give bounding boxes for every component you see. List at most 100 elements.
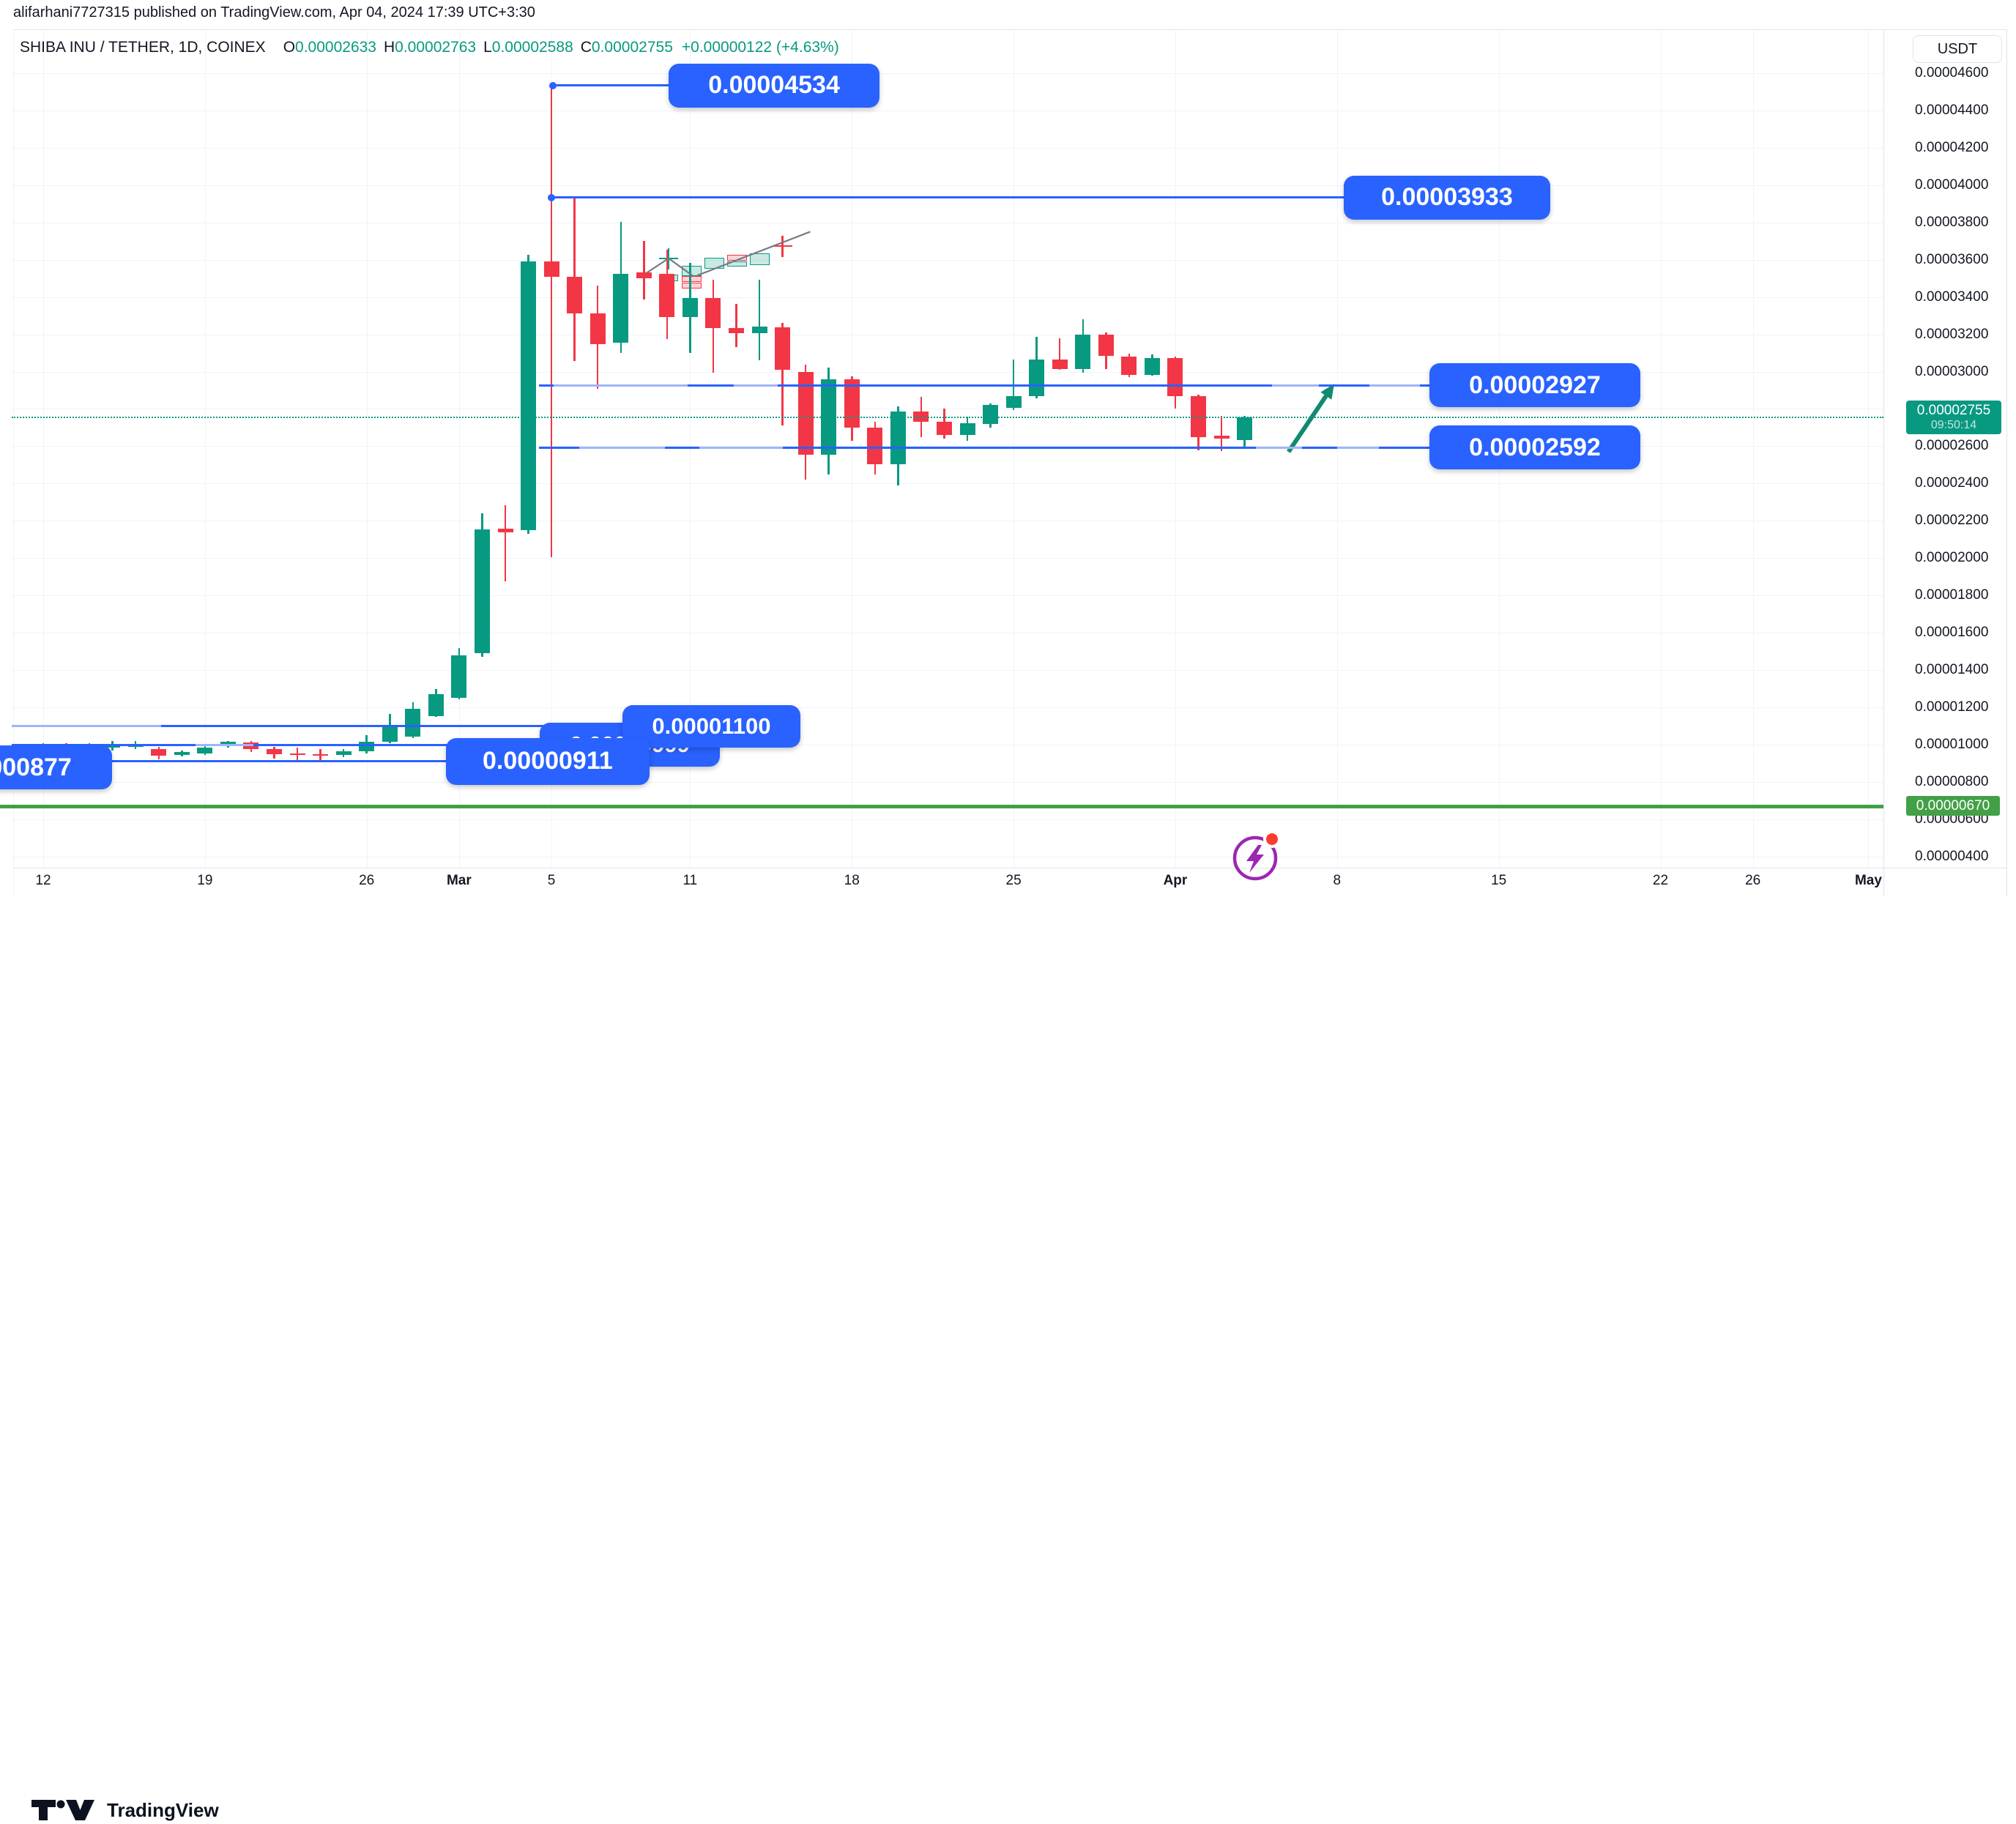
- price-axis-label: 0.00003400: [1915, 289, 1989, 305]
- chart-plot-area[interactable]: 0.00004534 0.00003933 0.00002927 0.00002592…: [0, 0, 2016, 931]
- price-axis-label: 0.00004600: [1915, 64, 1989, 81]
- price-axis-label: 0.00003600: [1915, 251, 1989, 267]
- candle-body: [659, 274, 675, 318]
- candle-wick: [296, 747, 299, 763]
- candle-body: [1121, 357, 1137, 375]
- price-line-light-segment: [1336, 446, 1379, 449]
- price-line[interactable]: [12, 760, 446, 763]
- footer-bar: TradingView: [0, 896, 2016, 1821]
- price-callout[interactable]: 0.00000911: [445, 737, 650, 785]
- price-axis-label: 0.00002600: [1915, 438, 1989, 454]
- symbol-title: SHIBA INU / TETHER, 1D, COINEX: [20, 39, 266, 56]
- price-callout[interactable]: 0.00002592: [1429, 425, 1640, 470]
- tradingview-wordmark[interactable]: TradingView: [107, 1799, 219, 1821]
- ohlc-open: O0.00002633: [283, 39, 376, 56]
- price-line[interactable]: [551, 196, 1344, 199]
- price-line[interactable]: [12, 725, 622, 728]
- price-axis-label: 0.00001000: [1915, 737, 1989, 753]
- candle-body: [451, 655, 467, 698]
- support-line-green[interactable]: [0, 804, 1883, 808]
- attribution-bar: alifarhani7727315 published on TradingVi…: [0, 0, 2016, 24]
- candle-body: [705, 297, 721, 329]
- candle-body: [913, 411, 929, 423]
- candle-body: [1075, 334, 1091, 369]
- time-axis-label: May: [1854, 873, 1882, 888]
- price-axis[interactable]: USDT 0.00002755 09:50:14 0.00000670 0.00…: [1884, 29, 2016, 868]
- h-gridline: [12, 595, 1883, 597]
- h-gridline: [12, 185, 1883, 186]
- candle-body: [1167, 358, 1183, 396]
- candle-body: [313, 753, 329, 756]
- candle-body: [1237, 417, 1253, 441]
- candle-body: [589, 313, 606, 345]
- candle-body: [497, 528, 513, 532]
- price-line-light-segment: [554, 384, 688, 387]
- candle-body: [636, 272, 652, 278]
- v-gridline: [366, 29, 368, 868]
- price-callout[interactable]: 0.00002927: [1429, 363, 1640, 408]
- time-axis-label: 18: [844, 873, 860, 888]
- tradingview-logo-icon[interactable]: [31, 1800, 94, 1820]
- candle-body: [936, 422, 952, 435]
- candle-body: [105, 745, 121, 748]
- currency-toggle-button[interactable]: USDT: [1913, 35, 2002, 63]
- time-axis-label: 15: [1491, 873, 1507, 888]
- price-axis-label: 0.00004200: [1915, 139, 1989, 155]
- price-line-anchor-dot[interactable]: [548, 81, 557, 89]
- price-line[interactable]: [12, 743, 540, 746]
- price-line[interactable]: [552, 84, 669, 87]
- candle-wick: [758, 279, 761, 361]
- time-axis-label: Apr: [1163, 873, 1188, 888]
- v-gridline: [43, 29, 44, 868]
- price-line-light-segment: [1369, 384, 1421, 387]
- v-gridline: [458, 29, 460, 868]
- candle-body: [267, 749, 282, 754]
- price-callout[interactable]: 0.00000877: [0, 745, 112, 790]
- candle-body: [890, 411, 906, 464]
- chart-legend: SHIBA INU / TETHER, 1D, COINEX O0.0000263…: [20, 39, 839, 56]
- price-axis-label: 0.00001400: [1915, 662, 1989, 678]
- candle-body: [151, 748, 167, 756]
- candle-wick: [550, 85, 553, 558]
- candle-body: [844, 379, 860, 428]
- price-axis-label: 0.00001800: [1915, 587, 1989, 603]
- flash-events-icon[interactable]: [1230, 830, 1283, 883]
- price-axis-label: 0.00002200: [1915, 513, 1989, 529]
- pattern-trendline: [696, 231, 811, 277]
- price-line-anchor-dot[interactable]: [548, 193, 556, 201]
- time-axis-label: 12: [35, 873, 51, 888]
- price-line[interactable]: [538, 384, 1429, 387]
- time-axis[interactable]: 12 19 26 Mar 5 11 18 25 Apr 8 15 22 26 May: [0, 868, 2016, 896]
- trend-arrow-head[interactable]: [1320, 384, 1335, 400]
- pattern-box-pink: [682, 282, 702, 289]
- candle-wick: [504, 505, 507, 581]
- pattern-cross-marker: [781, 236, 784, 258]
- price-axis-label: 0.00002400: [1915, 475, 1989, 491]
- candle-body: [959, 423, 975, 435]
- candle-body: [197, 747, 213, 753]
- candle-body: [289, 753, 305, 756]
- price-axis-separator: [1883, 29, 1884, 896]
- time-axis-label: 26: [359, 873, 375, 888]
- candle-body: [405, 708, 421, 737]
- candle-body: [729, 328, 744, 334]
- trend-arrow-shaft[interactable]: [1287, 395, 1328, 453]
- candle-body: [543, 261, 559, 278]
- support-line-price-badge: 0.00000670: [1906, 796, 2000, 816]
- candle-body: [335, 751, 352, 756]
- price-line[interactable]: [538, 446, 1429, 449]
- h-gridline: [12, 707, 1883, 709]
- price-change: +0.00000122 (+4.63%): [681, 39, 839, 56]
- candle-body: [382, 725, 398, 742]
- price-callout[interactable]: 0.00003933: [1343, 175, 1550, 220]
- candle-body: [613, 274, 629, 343]
- price-callout[interactable]: 0.00001100: [622, 704, 800, 748]
- price-callout[interactable]: 0.00004534: [669, 63, 880, 108]
- pattern-zigzag-line: [645, 257, 693, 277]
- attribution-text: alifarhani7727315 published on TradingVi…: [13, 4, 535, 21]
- price-axis-label: 0.00004400: [1915, 102, 1989, 118]
- candle-wick: [781, 323, 784, 425]
- price-axis-label: 0.00003000: [1915, 363, 1989, 379]
- v-gridline: [1868, 29, 1870, 868]
